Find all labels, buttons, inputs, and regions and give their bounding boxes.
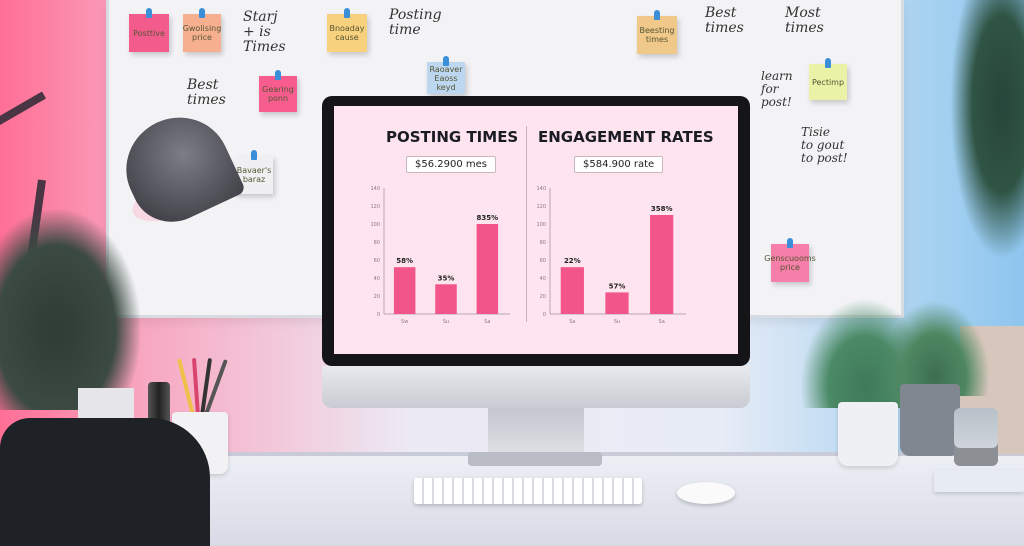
handwritten-note: learn for post! (761, 69, 793, 109)
x-tick-label: Su (443, 319, 449, 325)
sticky-note: Gwolising price (182, 8, 222, 52)
y-tick-label: 100 (370, 222, 380, 228)
y-tick-label: 40 (540, 276, 546, 282)
monitor-chin (322, 366, 750, 408)
plant-pot (838, 402, 898, 466)
sticky-note: Bnoaday cause (327, 8, 367, 52)
engagement-rates-chart: 140 120 100 80 60 40 20 0 22% Sa 57% Su 358% Sa (536, 186, 686, 325)
y-tick-label: 40 (374, 276, 380, 282)
bar (605, 292, 629, 314)
sticky-note: Genscuooms price (764, 238, 816, 282)
handwritten-note: Most times (785, 5, 824, 36)
sticky-note: Posttive (129, 8, 169, 52)
pin-icon (787, 238, 793, 248)
y-tick-label: 80 (540, 240, 546, 246)
left-plant (0, 210, 140, 410)
sticky-note-text: Gwolising price (182, 24, 222, 42)
x-tick-label: Sa (569, 319, 575, 325)
sticky-note-text: Beesting times (639, 26, 675, 44)
sticky-note: Gearing ponn (259, 70, 297, 112)
engagement-rates-title: ENGAGEMENT RATES (538, 128, 714, 146)
posting-times-chip: $56.2900 mes (406, 156, 496, 173)
sticky-note-text: Bnoaday cause (329, 24, 365, 42)
handwritten-note: Best times (187, 77, 226, 108)
bar (393, 267, 416, 314)
mouse (677, 482, 735, 504)
pin-icon (825, 58, 831, 68)
x-tick-label: Sw (401, 319, 408, 325)
bar (650, 215, 674, 314)
x-tick-label: Sa (484, 319, 490, 325)
sticky-note-text: Pectimp (811, 77, 845, 87)
bar-data-label: 22% (564, 257, 581, 265)
handwritten-note: Starj + is Times (243, 9, 286, 55)
sticky-note-text: Posttive (133, 28, 165, 38)
y-tick-label: 140 (536, 186, 546, 192)
keyboard (414, 478, 642, 504)
pin-icon (654, 10, 660, 20)
monitor-stand (488, 408, 584, 456)
y-tick-label: 80 (374, 240, 380, 246)
pin-icon (251, 150, 257, 160)
pin-icon (344, 8, 350, 18)
sticky-note-text: Genscuooms price (764, 254, 816, 272)
y-tick-label: 60 (374, 258, 380, 264)
y-tick-label: 0 (543, 312, 546, 318)
bar (560, 267, 584, 314)
sticky-note: Raoaver Eaoss keyd (427, 56, 465, 94)
x-tick-label: Sa (659, 319, 665, 325)
monitor-foot (468, 452, 602, 466)
bar-data-label: 835% (477, 214, 499, 222)
notebook (934, 470, 1024, 492)
office-chair (0, 418, 210, 546)
bar (476, 224, 499, 314)
glass-jar (954, 408, 998, 466)
pin-icon (443, 56, 449, 66)
handwritten-note: Tisie to gout to post! (801, 125, 848, 165)
handwritten-note: Posting time (389, 7, 442, 38)
succulent-plant (880, 300, 990, 396)
sticky-note-text: Gearing ponn (262, 85, 294, 103)
bar-data-label: 57% (609, 282, 626, 290)
y-tick-label: 0 (377, 312, 380, 318)
posting-times-chart: 140 120 100 80 60 40 20 0 58% Sw 35% Su 835% Sa (370, 186, 510, 325)
y-tick-label: 100 (536, 222, 546, 228)
y-tick-label: 20 (374, 294, 380, 300)
plant-pot (900, 384, 960, 456)
y-tick-label: 120 (536, 204, 546, 210)
sticky-note: Pectimp (809, 58, 847, 100)
sticky-note: Beesting times (637, 10, 677, 54)
engagement-rates-chip: $584.900 rate (574, 156, 664, 173)
handwritten-note: Best times (705, 5, 744, 36)
sticky-note-text: Raoaver Eaoss keyd (429, 64, 463, 92)
bar-data-label: 58% (396, 257, 413, 265)
pin-icon (199, 8, 205, 18)
pin-icon (146, 8, 152, 18)
bar-data-label: 358% (651, 205, 673, 213)
panel-divider (526, 126, 527, 322)
bar-data-label: 35% (438, 274, 455, 282)
posting-times-title: POSTING TIMES (386, 128, 519, 146)
sticky-note: Bavaer's baraz (235, 150, 273, 194)
pin-icon (275, 70, 281, 80)
y-tick-label: 140 (370, 186, 380, 192)
y-tick-label: 20 (540, 294, 546, 300)
plant-leaves (950, 0, 1024, 260)
x-tick-label: Su (614, 319, 620, 325)
sticky-note-text: Bavaer's baraz (236, 166, 272, 184)
y-tick-label: 120 (370, 204, 380, 210)
bar (435, 284, 457, 314)
y-tick-label: 60 (540, 258, 546, 264)
